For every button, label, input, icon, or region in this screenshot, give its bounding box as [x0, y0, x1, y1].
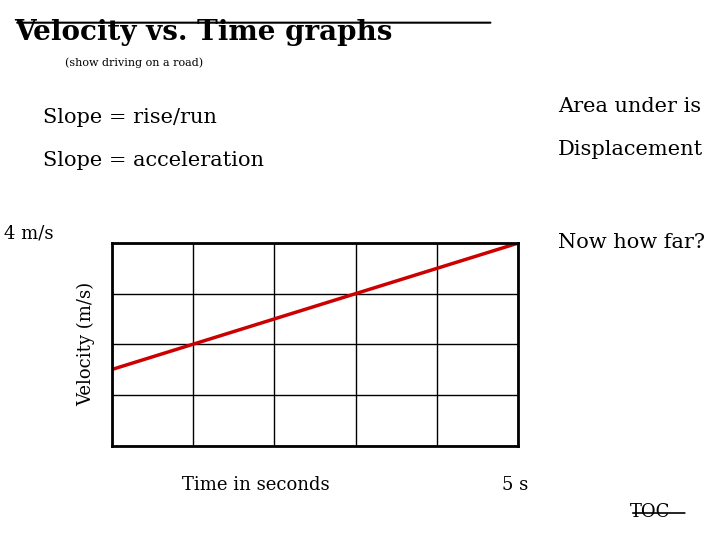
Text: (show driving on a road): (show driving on a road): [65, 58, 203, 69]
Text: Slope = rise/run: Slope = rise/run: [43, 108, 217, 127]
Text: 4 m/s: 4 m/s: [4, 224, 53, 242]
Text: Area under is: Area under is: [558, 97, 701, 116]
Text: Time in seconds: Time in seconds: [181, 476, 330, 494]
Text: Displacement: Displacement: [558, 140, 703, 159]
Text: Velocity vs. Time graphs: Velocity vs. Time graphs: [14, 19, 393, 46]
Y-axis label: Velocity (m/s): Velocity (m/s): [77, 282, 95, 406]
Text: Slope = acceleration: Slope = acceleration: [43, 151, 264, 170]
Text: TOC: TOC: [630, 503, 670, 521]
Text: 5 s: 5 s: [502, 476, 528, 494]
Text: Now how far?: Now how far?: [558, 233, 705, 252]
